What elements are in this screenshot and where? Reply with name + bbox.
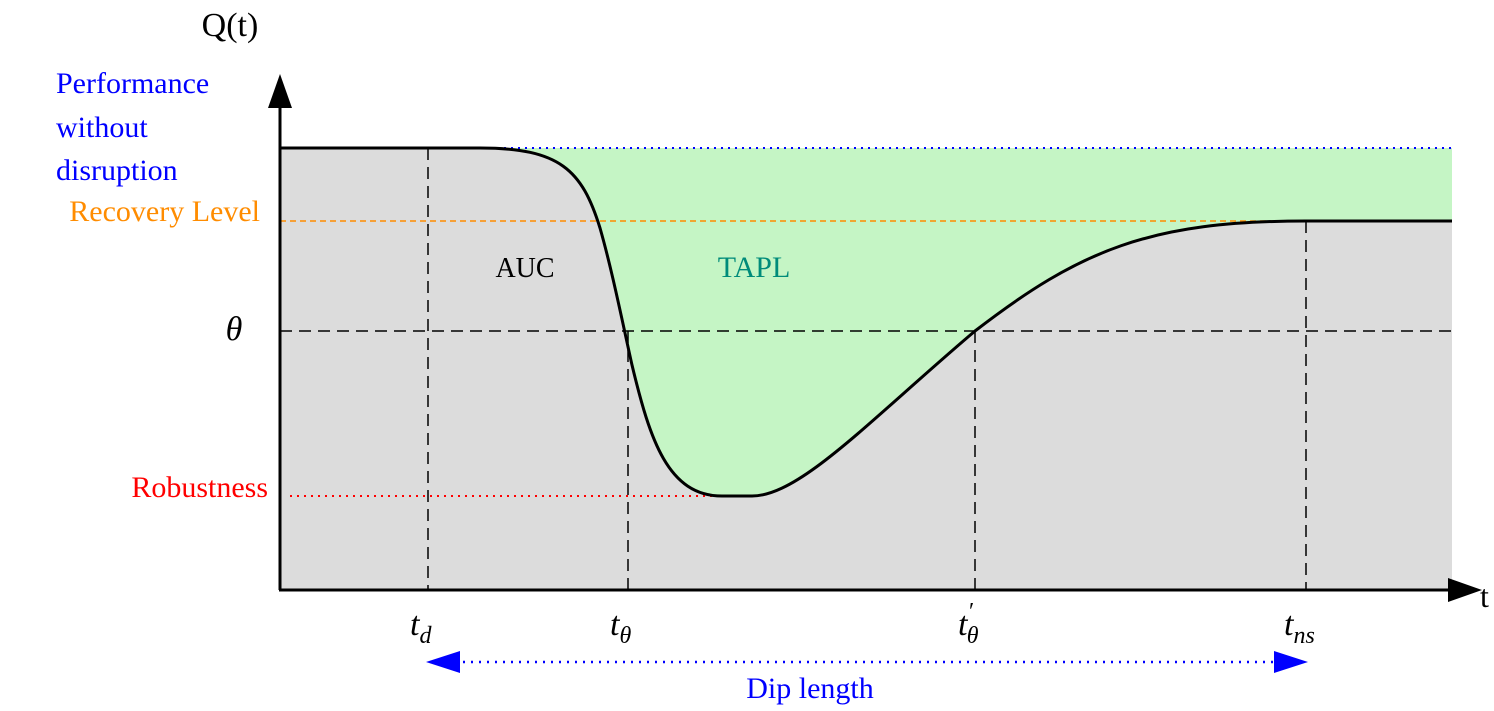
performance-label: Performance without disruption xyxy=(56,67,209,187)
dip-length-label: Dip length xyxy=(746,672,874,705)
dip-length-left-arrow-icon xyxy=(426,651,460,673)
y-axis-label: Q(t) xyxy=(202,7,259,44)
robustness-label: Robustness xyxy=(131,471,268,504)
ttheta-label: tθ xyxy=(610,606,631,649)
performance-curve xyxy=(280,146,1452,498)
x-axis-arrow-icon xyxy=(1448,578,1482,602)
y-axis-arrow-icon xyxy=(268,74,292,108)
theta-label: θ xyxy=(226,311,243,348)
x-axis-label: t xyxy=(1480,578,1489,614)
ttheta-prime-label: t′ θ xyxy=(958,599,979,649)
tapl-label: TAPL xyxy=(718,251,791,284)
recovery-label: Recovery Level xyxy=(69,195,260,228)
tapl-region xyxy=(480,148,1452,496)
td-label: td xyxy=(410,606,432,649)
tns-label: tns xyxy=(1284,606,1315,649)
dip-length-right-arrow-icon xyxy=(1274,651,1308,673)
time-guides xyxy=(427,148,1307,590)
auc-label: AUC xyxy=(495,253,554,284)
performance-label-line2: without xyxy=(56,111,148,144)
performance-label-line1: Performance xyxy=(56,67,209,100)
performance-label-line3: disruption xyxy=(56,154,178,187)
